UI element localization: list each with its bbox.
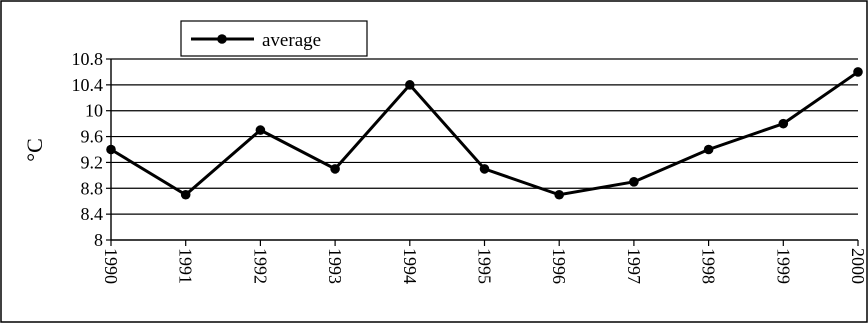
data-point [106,144,116,155]
x-tick-label: 1993 [325,248,345,284]
x-tick-label: 1998 [699,248,719,284]
grid-lines [111,58,858,215]
x-tick-label: 1995 [475,248,495,284]
data-point [405,80,415,90]
x-tick-label: 1992 [250,248,270,284]
y-tick-label: 8.4 [81,204,104,224]
x-axis: 1990 1991 1992 1993 1994 1995 1996 1997 1998 1999… [101,239,868,284]
x-tick-label: 1997 [624,248,644,284]
data-point [180,189,191,200]
x-tick-label: 1999 [773,248,793,284]
x-tick-label: 1991 [176,248,196,284]
y-tick-label: 9.6 [81,127,104,147]
y-tick-label: 8.8 [81,178,104,198]
legend: average [180,20,368,57]
x-tick-label: 2000 [848,248,868,284]
y-tick-label: 10.8 [72,49,104,69]
y-axis: 8 8.4 8.8 9.2 9.6 10 10.4 10.8 [72,49,112,250]
data-point [330,164,340,174]
series-layer [106,67,863,200]
x-tick-label: 1996 [549,248,569,284]
data-point [629,177,639,187]
data-point [479,164,490,174]
y-tick-label: 8 [94,230,103,250]
x-tick-label: 1994 [400,248,420,284]
data-point [255,125,266,135]
x-tick-label: 1990 [101,248,121,284]
data-point [703,144,714,155]
data-point [853,67,863,77]
data-point [554,189,564,200]
y-tick-label: 10.4 [72,75,104,95]
data-point [778,118,789,129]
y-axis-title: °C [22,138,47,161]
legend-marker [217,34,227,44]
y-tick-label: 10 [85,101,103,121]
y-tick-label: 9.2 [81,152,104,172]
legend-label: average [262,30,321,51]
